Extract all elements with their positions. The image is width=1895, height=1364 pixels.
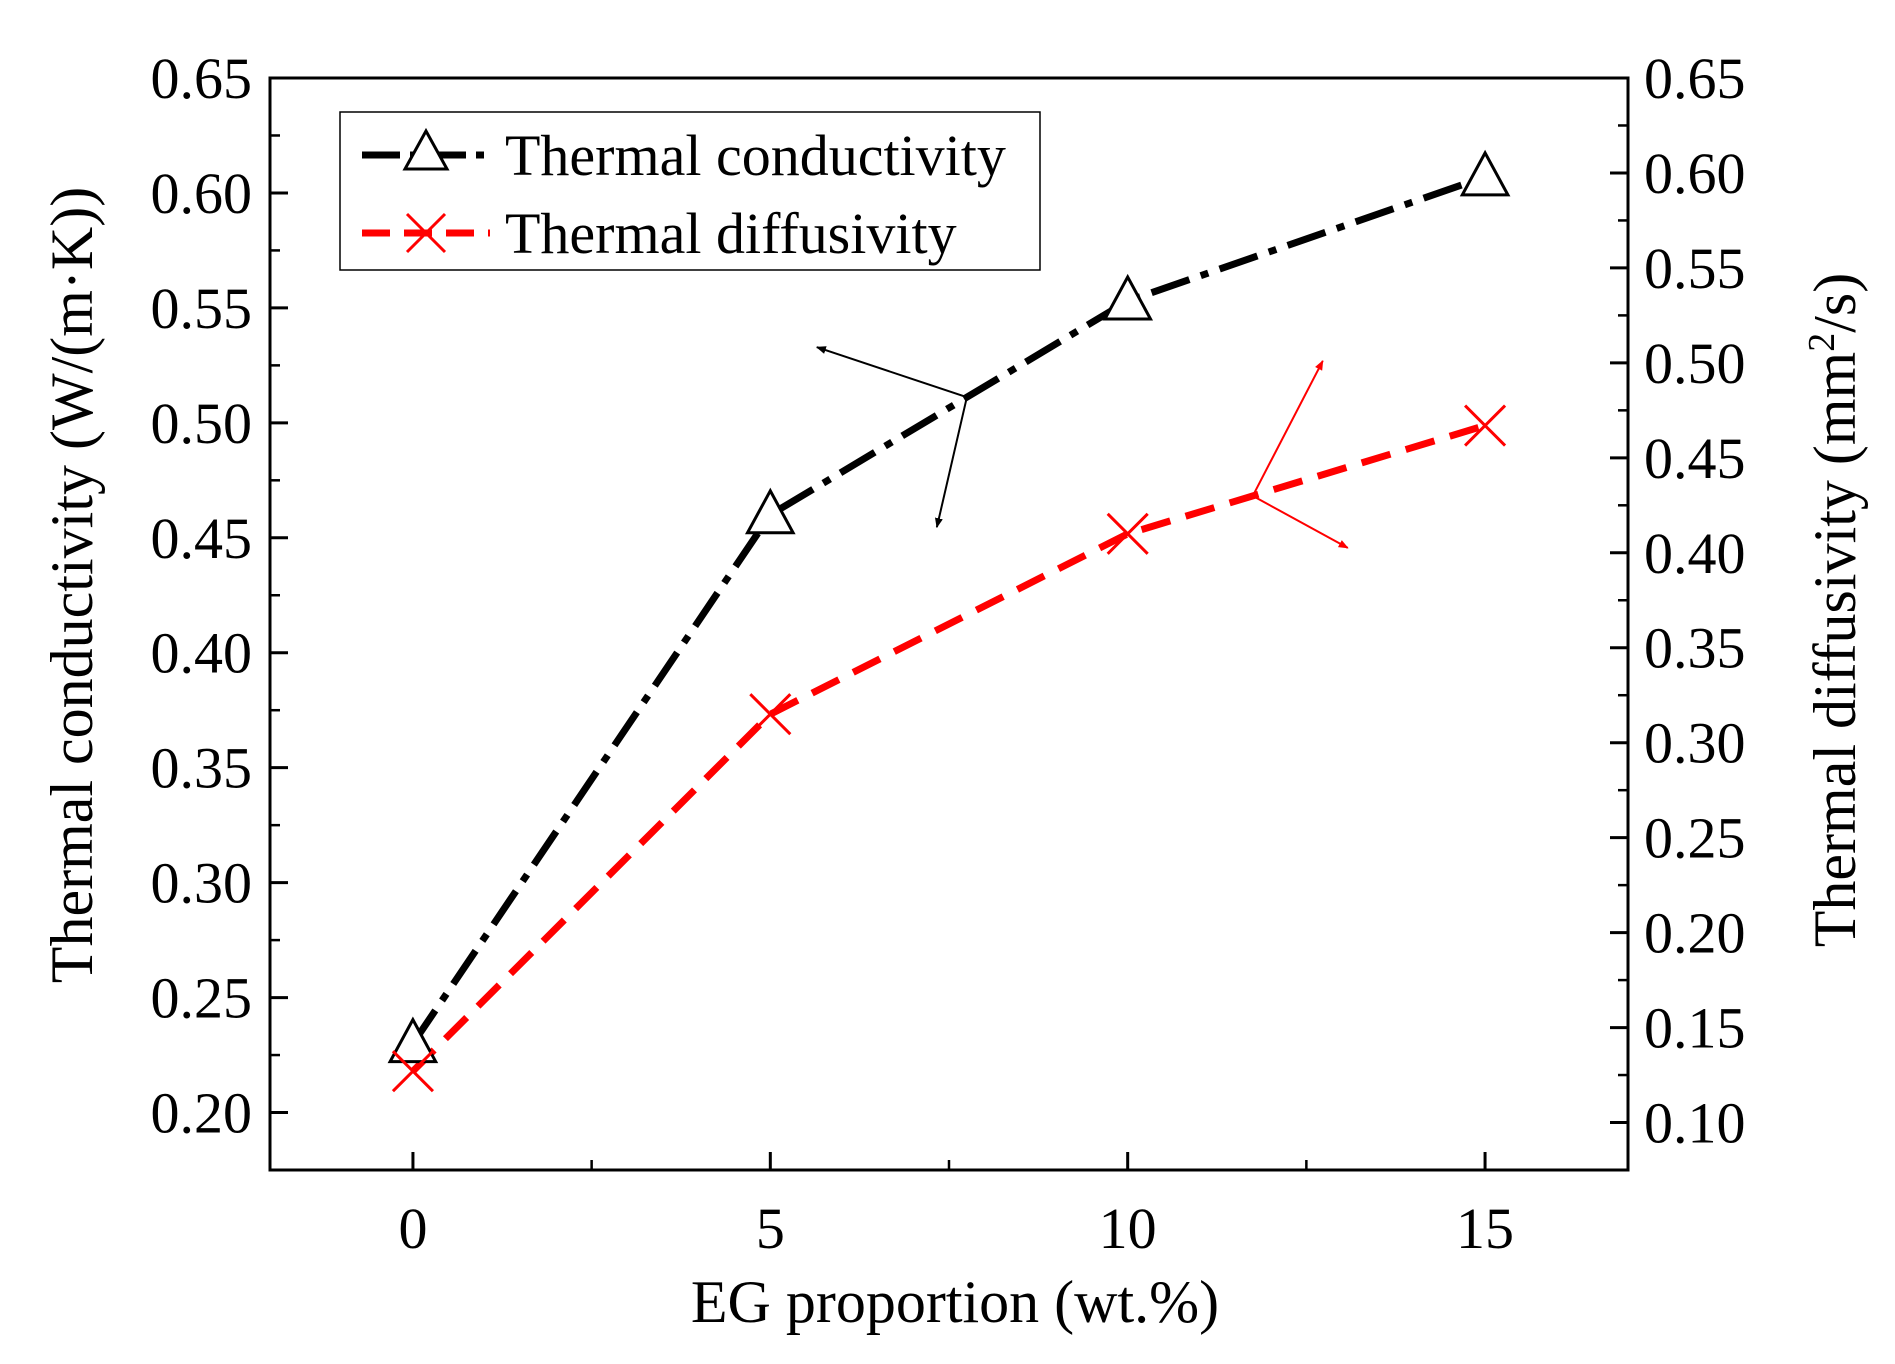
series-line-1 [410, 422, 1487, 1074]
left-tick-label: 0.65 [151, 46, 253, 111]
left-tick-label: 0.55 [151, 276, 253, 341]
data-point-conductivity [1102, 273, 1154, 321]
right-tick-label: 0.35 [1644, 616, 1746, 681]
data-point-diffusivity [1463, 404, 1507, 447]
legend-box [339, 111, 1041, 271]
right-tick-label: 0.50 [1644, 331, 1746, 396]
legend-marker-diffusivity [405, 212, 447, 254]
left-tick-label: 0.35 [151, 736, 253, 801]
series-line-0 [410, 173, 1487, 1046]
left-axis-ticks: 0.20 0.25 0.30 0.35 0.40 0.45 0.50 0.55 0.60 0.65 [151, 46, 288, 1146]
right-axis-title-sup: 2 [1801, 333, 1843, 352]
annotation-arrows [815, 346, 1349, 549]
series-markers [387, 149, 1511, 1093]
data-point-diffusivity [1106, 512, 1149, 555]
legend: Thermal conductivity Thermal diffusivity [339, 111, 1041, 271]
right-tick-label: 0.60 [1644, 141, 1746, 206]
right-tick-label: 0.30 [1644, 711, 1746, 776]
legend-marker-conductivity [402, 127, 450, 171]
annotation-arrow-conductivity [934, 396, 968, 529]
x-tick-label: 5 [756, 1196, 785, 1261]
series-lines [410, 173, 1487, 1074]
x-axis-ticks: 0 5 10 15 [398, 1152, 1514, 1261]
data-point-conductivity [1459, 149, 1511, 197]
legend-label-conductivity: Thermal conductivity [505, 123, 1006, 188]
right-axis-ticks: 0.10 0.15 0.20 0.25 0.30 0.35 0.40 0.45 0.50 0.55… [1610, 46, 1746, 1156]
data-point-diffusivity-stroke [749, 693, 792, 736]
annotation-arrow-conductivity [815, 346, 968, 399]
data-point-diffusivity [391, 1050, 435, 1093]
annotation-arrow-diffusivity [1252, 495, 1349, 549]
right-tick-label: 0.65 [1644, 46, 1746, 111]
data-point-conductivity [387, 1016, 439, 1064]
data-point-conductivity [744, 487, 796, 535]
right-tick-label: 0.45 [1644, 426, 1746, 491]
right-tick-label: 0.15 [1644, 996, 1746, 1061]
left-axis-title: Thermal conductivity (W/(m·K)) [39, 187, 105, 983]
right-tick-label: 0.10 [1644, 1091, 1746, 1156]
annotation-arrow-diffusivity [1251, 360, 1324, 497]
left-tick-label: 0.40 [151, 621, 253, 686]
right-axis-title-suffix: /s) [1802, 273, 1868, 333]
data-point-diffusivity-stroke [391, 1050, 435, 1093]
x-tick-label: 10 [1099, 1196, 1157, 1261]
right-tick-label: 0.20 [1644, 901, 1746, 966]
right-tick-label: 0.25 [1644, 806, 1746, 871]
left-tick-label: 0.30 [151, 851, 253, 916]
data-point-diffusivity-stroke [1463, 404, 1507, 447]
left-tick-label: 0.45 [151, 506, 253, 571]
data-point-diffusivity [749, 693, 792, 736]
data-point-diffusivity-stroke [1106, 512, 1149, 555]
left-tick-label: 0.25 [151, 966, 253, 1031]
left-tick-label: 0.50 [151, 391, 253, 456]
right-tick-label: 0.55 [1644, 236, 1746, 301]
legend-label-diffusivity: Thermal diffusivity [505, 201, 957, 266]
x-tick-label: 15 [1456, 1196, 1514, 1261]
right-axis-title: Thermal diffusivity (mm2/s) [1801, 273, 1868, 947]
x-axis-title: EG proportion (wt.%) [691, 1269, 1219, 1335]
left-tick-label: 0.20 [151, 1081, 253, 1146]
right-tick-label: 0.40 [1644, 521, 1746, 586]
right-axis-title-prefix: Thermal diffusivity (mm [1802, 352, 1868, 947]
x-tick-label: 0 [398, 1196, 427, 1261]
left-tick-label: 0.60 [151, 161, 253, 226]
